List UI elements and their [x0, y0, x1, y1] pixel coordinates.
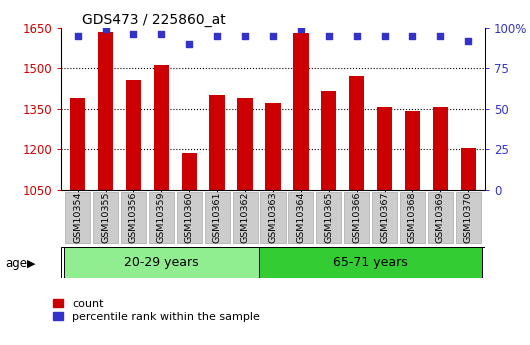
Bar — [400, 192, 425, 243]
Text: GSM10363: GSM10363 — [269, 191, 277, 243]
Text: GSM10354: GSM10354 — [73, 191, 82, 243]
Text: GSM10370: GSM10370 — [464, 191, 473, 243]
Bar — [344, 192, 369, 243]
Bar — [461, 148, 476, 190]
Text: GSM10368: GSM10368 — [408, 191, 417, 243]
Point — [381, 33, 389, 39]
Point — [157, 31, 165, 37]
Bar — [377, 107, 392, 190]
Point — [129, 31, 138, 37]
Text: 65-71 years: 65-71 years — [333, 256, 408, 269]
Bar — [65, 192, 90, 243]
Bar — [259, 247, 482, 278]
Text: GSM10367: GSM10367 — [380, 191, 389, 243]
Point — [74, 33, 82, 39]
Bar — [432, 107, 448, 190]
Point — [269, 33, 277, 39]
Bar — [456, 192, 481, 243]
Bar — [288, 192, 313, 243]
Bar — [205, 192, 229, 243]
Text: GSM10359: GSM10359 — [157, 191, 166, 243]
Text: GSM10360: GSM10360 — [185, 191, 194, 243]
Bar — [237, 98, 253, 190]
Bar — [176, 192, 202, 243]
Bar — [93, 192, 118, 243]
Text: age: age — [5, 257, 28, 270]
Legend: count, percentile rank within the sample: count, percentile rank within the sample — [53, 299, 260, 322]
Bar — [182, 153, 197, 190]
Bar — [372, 192, 397, 243]
Point — [464, 38, 472, 43]
Text: GDS473 / 225860_at: GDS473 / 225860_at — [82, 12, 226, 27]
Text: GSM10362: GSM10362 — [241, 191, 250, 243]
Bar — [149, 192, 174, 243]
Bar — [428, 192, 453, 243]
Text: 20-29 years: 20-29 years — [124, 256, 199, 269]
Point — [436, 33, 445, 39]
Bar — [405, 111, 420, 190]
Text: GSM10369: GSM10369 — [436, 191, 445, 243]
Bar — [260, 192, 286, 243]
Bar — [70, 98, 85, 190]
Bar — [121, 192, 146, 243]
Point — [352, 33, 361, 39]
Bar — [349, 76, 364, 190]
Bar — [154, 66, 169, 190]
Text: GSM10365: GSM10365 — [324, 191, 333, 243]
Bar — [64, 247, 259, 278]
Text: GSM10366: GSM10366 — [352, 191, 361, 243]
Bar — [321, 91, 337, 190]
Point — [408, 33, 417, 39]
Bar — [126, 80, 141, 190]
Text: GSM10364: GSM10364 — [296, 191, 305, 243]
Bar — [233, 192, 258, 243]
Bar — [98, 32, 113, 190]
Point — [101, 27, 110, 32]
Text: GSM10356: GSM10356 — [129, 191, 138, 243]
Text: GSM10361: GSM10361 — [213, 191, 222, 243]
Point — [297, 27, 305, 32]
Text: ▶: ▶ — [26, 259, 35, 269]
Bar — [209, 95, 225, 190]
Point — [185, 41, 193, 47]
Point — [324, 33, 333, 39]
Bar — [266, 103, 280, 190]
Bar — [293, 33, 308, 190]
Text: GSM10355: GSM10355 — [101, 191, 110, 243]
Bar — [316, 192, 341, 243]
Point — [213, 33, 222, 39]
Point — [241, 33, 249, 39]
